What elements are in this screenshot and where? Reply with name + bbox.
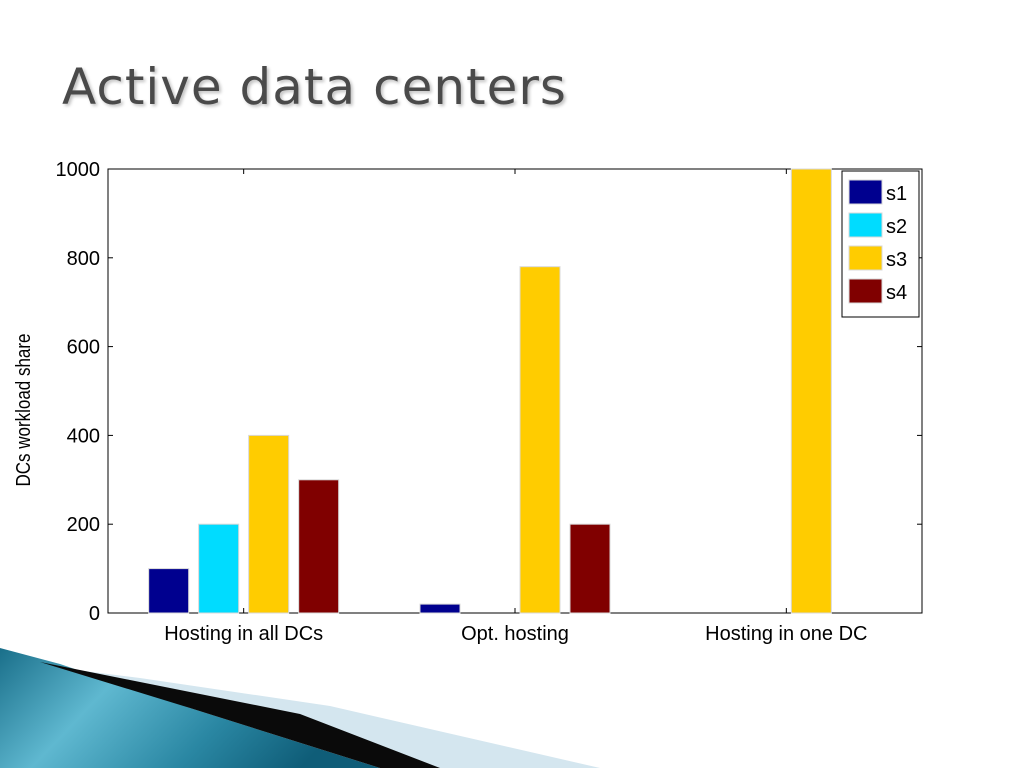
legend-swatch-s2 <box>848 212 883 238</box>
y-tick-label: 0 <box>89 603 100 625</box>
bar-s1 <box>419 603 461 614</box>
legend-label-s4: s4 <box>886 282 907 304</box>
bar-series <box>148 168 832 614</box>
bar-s4 <box>569 523 611 614</box>
bar-s3 <box>248 434 290 614</box>
slide-title: Active data centers <box>62 58 567 116</box>
y-tick-label: 800 <box>67 248 100 270</box>
y-tick-label: 600 <box>67 337 100 359</box>
y-tick-label: 200 <box>67 514 100 536</box>
y-axis-label: DCs workload share <box>12 334 35 487</box>
bar-s3 <box>519 266 561 614</box>
legend-swatch-s3 <box>848 245 883 271</box>
legend-swatch-s1 <box>848 179 883 205</box>
legend: s1 s2 s3 s4 <box>841 170 920 318</box>
legend-swatch-s4 <box>848 278 883 304</box>
plot-area <box>107 168 923 614</box>
legend-label-s1: s1 <box>886 183 907 205</box>
x-axis: Hosting in all DCs Opt. hosting Hosting in… <box>164 169 867 645</box>
x-tick-label: Hosting in one DC <box>705 623 867 645</box>
bar-s2 <box>198 523 240 614</box>
x-tick-label: Opt. hosting <box>461 623 569 645</box>
y-axis: 0 200 400 600 800 1000 <box>56 159 922 625</box>
y-tick-label: 400 <box>67 425 100 447</box>
bar-s4 <box>298 479 340 614</box>
legend-label-s3: s3 <box>886 249 907 271</box>
swoosh-black-band <box>40 662 440 768</box>
bar-s1 <box>148 568 190 614</box>
bar-s3 <box>790 168 832 614</box>
legend-label-s2: s2 <box>886 216 907 238</box>
y-tick-label: 1000 <box>56 159 101 181</box>
x-tick-label: Hosting in all DCs <box>164 623 323 645</box>
